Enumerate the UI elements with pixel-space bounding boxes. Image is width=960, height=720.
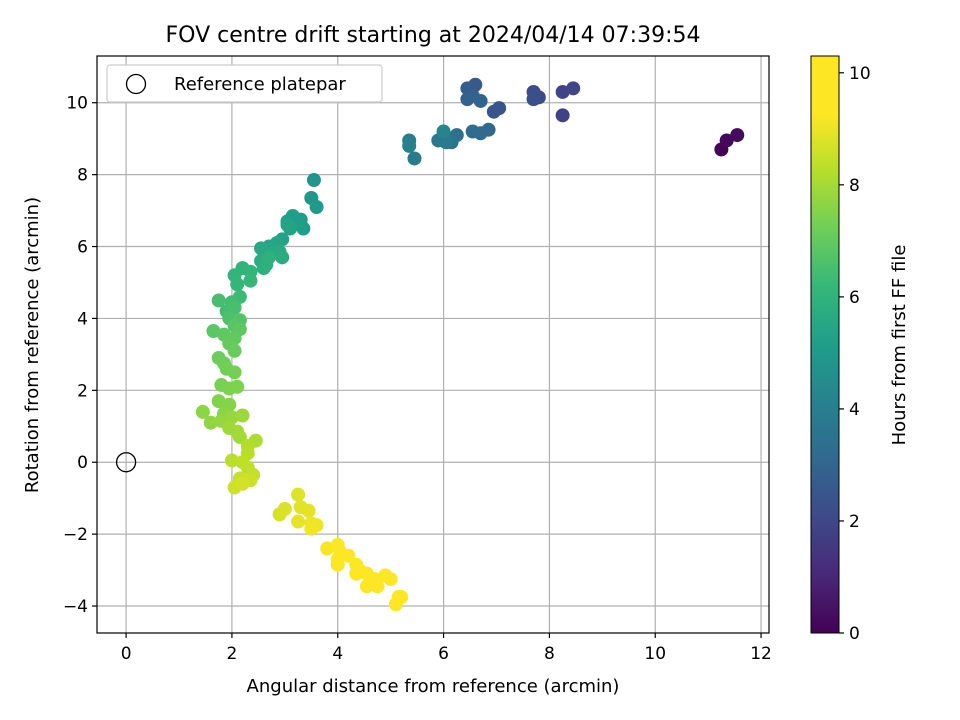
- y-axis-label: Rotation from reference (arcmin): [22, 197, 43, 493]
- reference-platepar-marker: [115, 452, 137, 473]
- x-axis-label: Angular distance from reference (arcmin): [247, 676, 620, 697]
- data-point: [277, 501, 292, 516]
- colorbar-tick-label: 0: [849, 624, 860, 644]
- data-point: [211, 394, 226, 409]
- data-point: [230, 277, 245, 292]
- colorbar-tick-label: 6: [849, 288, 860, 308]
- data-point: [486, 104, 501, 119]
- colorbar-ticks: 0 2 4 6 8 10: [839, 64, 871, 644]
- data-point: [306, 173, 321, 188]
- x-tick-label: 4: [332, 644, 343, 664]
- data-point: [224, 453, 239, 468]
- data-point: [465, 124, 480, 139]
- colorbar-tick-label: 10: [849, 64, 871, 84]
- data-points: [195, 77, 745, 612]
- data-point: [195, 404, 210, 419]
- colorbar-tick-label: 4: [849, 400, 860, 420]
- y-tick-label: 2: [77, 381, 88, 401]
- data-point: [402, 138, 417, 153]
- data-point: [227, 365, 242, 380]
- plot-frame: [96, 55, 770, 634]
- data-point: [473, 93, 488, 108]
- legend: Reference platepar: [106, 64, 383, 103]
- data-point: [349, 566, 364, 581]
- data-point: [460, 92, 475, 107]
- data-point: [224, 410, 239, 425]
- y-tick-label: 8: [77, 166, 88, 186]
- data-point: [555, 108, 570, 123]
- data-point: [304, 521, 319, 536]
- y-tick-label: 10: [66, 94, 88, 114]
- data-point: [256, 261, 271, 276]
- data-point: [232, 430, 247, 445]
- y-tick-label: 6: [77, 238, 88, 258]
- colorbar-label: Hours from first FF file: [889, 245, 910, 446]
- data-point: [280, 217, 295, 232]
- data-point: [275, 250, 290, 265]
- data-point: [394, 590, 409, 605]
- data-point: [203, 415, 218, 430]
- data-point: [206, 324, 221, 339]
- data-point: [254, 241, 269, 256]
- data-point: [309, 199, 324, 214]
- data-point: [566, 81, 581, 96]
- data-point: [407, 151, 422, 166]
- data-point: [243, 273, 258, 288]
- data-point: [235, 408, 250, 423]
- data-point: [730, 128, 745, 143]
- data-point: [370, 579, 385, 594]
- x-tick-label: 6: [438, 644, 449, 664]
- legend-label: Reference platepar: [174, 74, 346, 95]
- data-point: [296, 221, 311, 236]
- data-point: [341, 548, 356, 563]
- data-point: [235, 476, 250, 491]
- data-point: [301, 503, 316, 518]
- data-point: [359, 579, 374, 594]
- reference-marker-layer: [115, 452, 137, 473]
- data-point: [230, 379, 245, 394]
- y-tick-label: −4: [63, 597, 88, 617]
- data-point: [436, 124, 451, 139]
- x-tick-label: 0: [121, 644, 132, 664]
- data-point: [526, 92, 541, 107]
- grid-lines: [97, 56, 769, 633]
- x-tick-label: 12: [750, 644, 772, 664]
- legend-box: [106, 64, 383, 103]
- data-point: [227, 343, 242, 358]
- data-point: [227, 300, 242, 315]
- data-point: [291, 514, 306, 529]
- colorbar-gradient: [810, 55, 840, 634]
- data-point: [261, 250, 276, 265]
- x-tick-label: 2: [227, 644, 238, 664]
- colorbar-tick-label: 8: [849, 176, 860, 196]
- colorbar-tick-label: 2: [849, 512, 860, 532]
- y-tick-label: 4: [77, 309, 88, 329]
- x-axis-ticks: 0 2 4 6 8 10 12: [121, 633, 772, 664]
- y-axis-ticks: −4 −2 0 2 4 6 8 10: [63, 94, 97, 617]
- x-tick-label: 10: [644, 644, 666, 664]
- data-point: [555, 84, 570, 99]
- data-point: [291, 487, 306, 502]
- legend-open-circle-marker: [125, 73, 147, 95]
- data-point: [330, 557, 345, 572]
- data-point: [211, 293, 226, 308]
- data-point: [439, 135, 454, 150]
- y-tick-label: 0: [77, 453, 88, 473]
- colorbar: 0 2 4 6 8 10 Hours from first FF file: [810, 55, 910, 644]
- data-point: [719, 133, 734, 148]
- data-point: [320, 541, 335, 556]
- data-point: [383, 572, 398, 587]
- chart-title: FOV centre drift starting at 2024/04/14 …: [166, 23, 701, 48]
- y-tick-label: −2: [63, 525, 88, 545]
- x-tick-label: 8: [544, 644, 555, 664]
